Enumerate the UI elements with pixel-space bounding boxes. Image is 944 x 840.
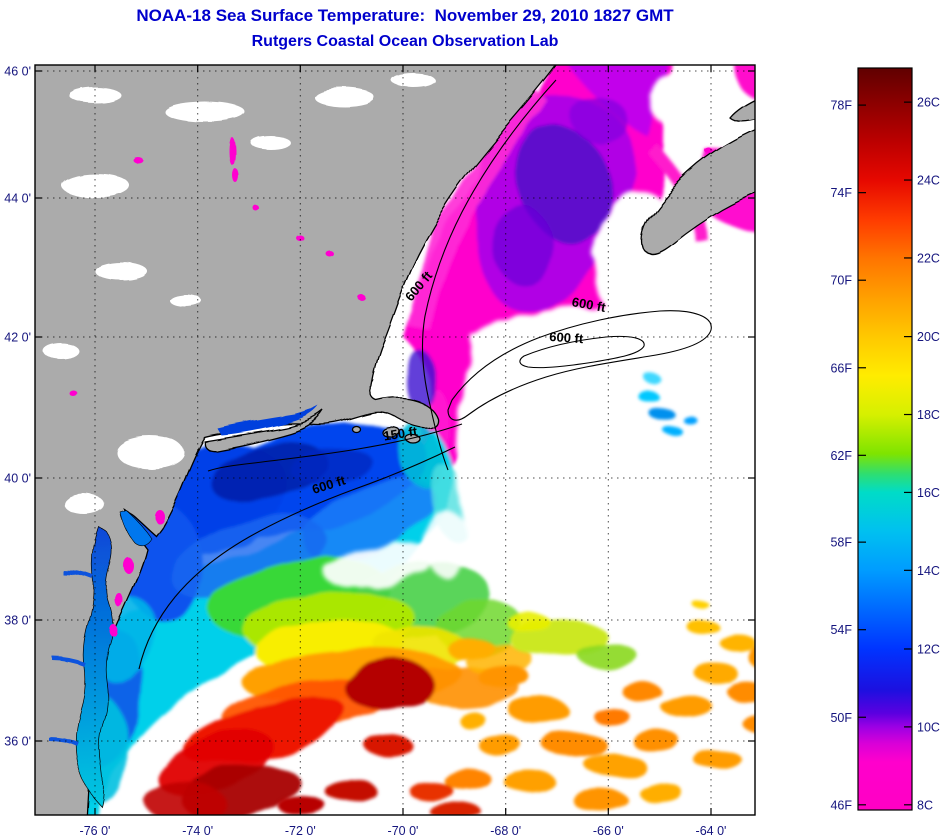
colorbar-c-label: 24C xyxy=(917,174,940,188)
latitude-tick-label: 44 0' xyxy=(4,192,31,206)
marthas-vineyard xyxy=(382,427,402,439)
long-island-sound xyxy=(218,406,319,435)
latitude-tick-label: 42 0' xyxy=(4,331,31,345)
land-layer xyxy=(35,65,755,815)
grid-layer xyxy=(35,65,755,815)
latitude-tick-label: 38 0' xyxy=(4,614,31,628)
bay-of-fundy-water xyxy=(568,65,667,138)
colorbar-celsius-labels: 26C 24C 22C 20C 18C 16C 14C 12C 10C 8C xyxy=(917,96,940,813)
gulf-stream-warm-core xyxy=(348,659,432,713)
longitude-axis: -76 0' -74 0' -72 0' -70 0' -68 0' -66 0' -64 … xyxy=(80,824,727,838)
land-speckles xyxy=(42,75,714,636)
chesapeake-tributaries xyxy=(47,570,95,746)
longitude-tick-label: -72 0' xyxy=(285,824,316,838)
central-cloud-mass xyxy=(458,307,755,645)
top-right-magenta xyxy=(737,65,755,98)
colorbar-c-label: 26C xyxy=(917,96,940,110)
longitude-tick-label: -70 0' xyxy=(388,824,419,838)
figure-subtitle: Rutgers Coastal Ocean Observation Lab xyxy=(251,33,559,50)
figure-title: NOAA-18 Sea Surface Temperature: Novembe… xyxy=(136,6,674,25)
contour-label: 150 ft xyxy=(382,423,419,443)
mainland-coast xyxy=(35,65,559,815)
contour-line-georges-bank-inner xyxy=(519,335,645,369)
colorbar-c-label: 22C xyxy=(917,251,940,265)
contour-line-600ft-shelf-edge xyxy=(138,446,456,670)
contour-label: 600 ft xyxy=(549,329,585,346)
nova-scotia xyxy=(641,130,755,254)
colorbar-ticks xyxy=(858,101,912,806)
axis-ticks xyxy=(35,65,755,815)
latitude-tick-label: 46 0' xyxy=(4,65,31,79)
colorbar-f-label: 62F xyxy=(830,449,852,463)
colorbar-c-label: 14C xyxy=(917,564,940,578)
latitude-tick-label: 40 0' xyxy=(4,472,31,486)
longitude-tick-label: -68 0' xyxy=(490,824,521,838)
colorbar-c-label: 16C xyxy=(917,486,940,500)
colorbar-c-label: 10C xyxy=(917,720,940,734)
latitude-axis: 46 0' 44 0' 42 0' 40 0' 38 0' 36 0' xyxy=(4,65,31,749)
magenta-speckles xyxy=(71,138,714,636)
colorbar-c-label: 18C xyxy=(917,408,940,422)
colorbar-f-label: 58F xyxy=(830,536,852,550)
nantucket xyxy=(406,435,422,445)
colorbar-c-label: 8C xyxy=(917,798,933,812)
cloud-gap-sst-layer xyxy=(278,373,755,815)
latitude-tick-label: 36 0' xyxy=(4,735,31,749)
colorbar-f-label: 66F xyxy=(830,361,852,375)
colorbar-gradient-bar xyxy=(857,67,913,811)
contour-label: 600 ft xyxy=(571,294,608,315)
long-island xyxy=(203,410,325,451)
delaware-bay xyxy=(119,509,152,546)
cape-breton xyxy=(727,96,755,121)
plot-frame xyxy=(34,64,756,816)
colorbar-f-label: 54F xyxy=(830,623,852,637)
colorbar-f-label: 46F xyxy=(830,798,852,812)
colorbar-fahrenheit-labels: 78F 74F 70F 66F 62F 58F 54F 50F 46F xyxy=(830,99,852,813)
contour-line-gulf-of-maine xyxy=(422,79,557,471)
colorbar-c-label: 20C xyxy=(917,330,940,344)
block-island xyxy=(351,425,361,433)
chesapeake-bay xyxy=(75,527,114,807)
colorbar-c-label: 12C xyxy=(917,642,940,656)
sst-data-layer xyxy=(52,65,755,815)
colorbar-f-label: 50F xyxy=(830,711,852,725)
longitude-tick-label: -74 0' xyxy=(182,824,213,838)
colorbar-f-label: 74F xyxy=(830,186,852,200)
colorbar-f-label: 78F xyxy=(830,99,852,113)
colorbar-f-label: 70F xyxy=(830,274,852,288)
longitude-tick-label: -76 0' xyxy=(80,824,111,838)
land-cloud-patches xyxy=(42,75,437,515)
contour-line-150ft-shelf xyxy=(207,423,463,472)
longitude-tick-label: -64 0' xyxy=(696,824,727,838)
colorbar: 78F 74F 70F 66F 62F 58F 54F 50F 46F 26C 24C 22C 20C… xyxy=(830,67,940,813)
longitude-tick-label: -66 0' xyxy=(593,824,624,838)
